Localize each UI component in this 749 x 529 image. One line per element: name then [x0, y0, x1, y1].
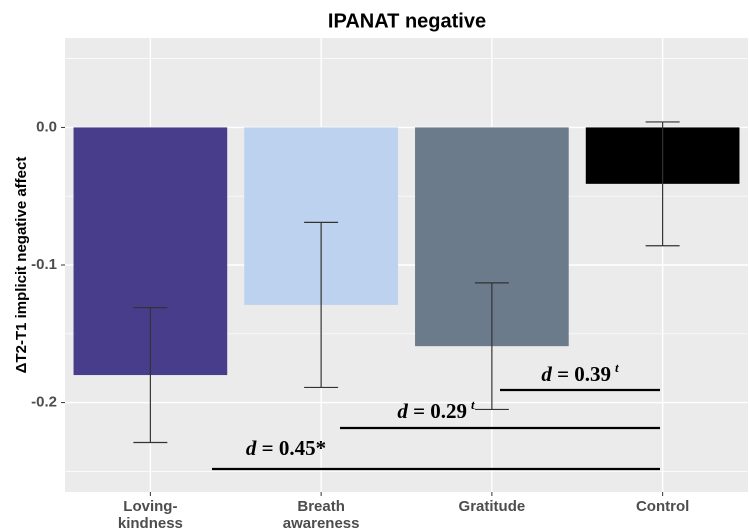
x-tick-label: Breath awareness — [283, 498, 360, 529]
error-bar — [645, 121, 680, 247]
x-tick-label-line: Gratitude — [459, 498, 526, 515]
error-bar — [304, 221, 339, 389]
annotation: d = 0.29 t — [397, 397, 475, 423]
annotation-superscript: t — [471, 397, 475, 412]
error-bar — [133, 307, 168, 444]
y-tick-label: -0.1 — [31, 256, 57, 273]
annotation-italic: d — [541, 362, 552, 386]
annotation-italic: d — [246, 436, 257, 460]
x-tick-label-line: Loving- — [123, 498, 177, 515]
x-tick-label-line: kindness — [118, 515, 183, 529]
error-bar — [474, 282, 509, 411]
x-tick-label-line: Breath — [297, 498, 345, 515]
annotation-italic: d — [397, 399, 408, 423]
y-tick-label: -0.2 — [31, 394, 57, 411]
annotation-rest: = 0.39 — [552, 362, 611, 386]
x-tick-label: Control — [636, 498, 689, 515]
annotation-superscript: t — [615, 360, 619, 375]
chart-title: IPANAT negative — [328, 10, 486, 32]
annotation-rest: = 0.45* — [256, 436, 326, 460]
annotation: d = 0.45* — [246, 436, 326, 460]
x-tick-label: Gratitude — [459, 498, 526, 515]
x-tick-label-line: awareness — [283, 515, 360, 529]
x-tick-label-line: Control — [636, 498, 689, 515]
x-tick-label: Loving-kindness — [118, 498, 183, 529]
y-axis-label: ΔT2-T1 implicit negative affect — [13, 157, 30, 374]
y-tick-label: 0.0 — [36, 118, 57, 135]
annotation: d = 0.39 t — [541, 360, 619, 386]
annotation-rest: = 0.29 — [408, 399, 467, 423]
